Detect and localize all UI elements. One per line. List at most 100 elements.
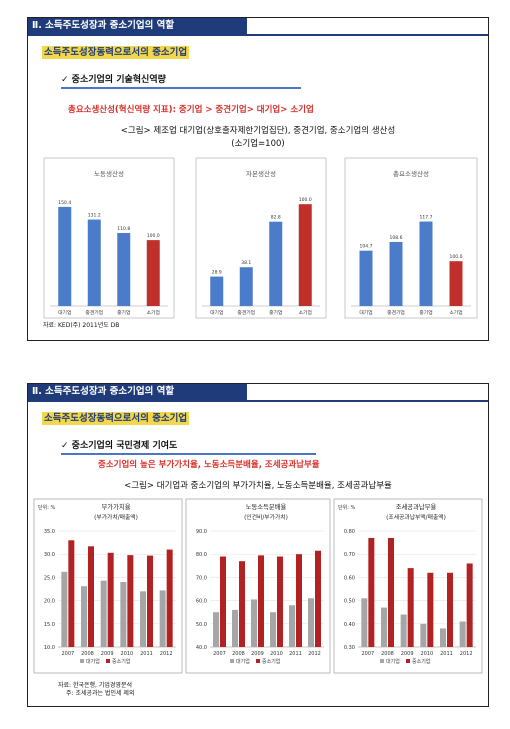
bar (466, 563, 473, 647)
bar (389, 241, 403, 306)
x-tick-label: 2007 (361, 651, 374, 657)
bar (359, 250, 373, 306)
chart-title: 노동생산성 (94, 169, 124, 178)
bar (308, 598, 314, 647)
y-tick-label: 25.0 (44, 575, 55, 581)
x-tick-label: 2010 (420, 651, 433, 657)
x-tick-label: 2012 (308, 651, 321, 657)
legend-label: 중소기업 (262, 658, 280, 665)
bar (251, 599, 257, 647)
bar (315, 550, 321, 647)
x-tick-label: 2007 (213, 651, 226, 657)
tick-label: 대기업 (210, 309, 223, 316)
y-tick-label: 0.60 (344, 575, 355, 581)
source-note-2: 주: 조세공과는 법인세 제외 (66, 690, 135, 697)
tick-label: 소기업 (147, 309, 160, 316)
y-tick-label: 0.70 (344, 552, 355, 558)
x-tick-label: 2007 (61, 651, 74, 657)
bar (420, 623, 427, 647)
productivity-charts: 노동생산성 150.4 대기업 131.2 중견기업 110.8 중기업 100.0 소기업 자본… (43, 157, 478, 319)
x-tick-label: 2009 (251, 651, 264, 657)
legend-swatch (106, 659, 110, 663)
tick-label: 소기업 (449, 309, 462, 316)
subtitle: 소득주도성장동력으로서의 중소기업 (42, 412, 190, 425)
x-tick-label: 2010 (270, 651, 283, 657)
bar (427, 572, 434, 647)
highlight-text: 중소기업의 높은 부가가치율, 노동소득분배율, 조세공과납부율 (98, 460, 320, 470)
chart-subtitle: (인건비/부가가치) (244, 513, 288, 521)
bar (239, 561, 245, 647)
bar (419, 221, 433, 306)
y-tick-label: 60.0 (196, 599, 207, 605)
legend-label: 대기업 (236, 658, 250, 665)
y-tick-label: 35.0 (44, 529, 55, 535)
chart-title: 부가가치율 (102, 502, 131, 511)
bullet-underline (61, 87, 301, 89)
bar (220, 556, 226, 647)
bar (440, 628, 446, 647)
y-tick-label: 50.0 (196, 622, 207, 628)
data-label: 100.0 (450, 254, 463, 260)
chart-subtitle: (조세공과납부액/매출액) (386, 513, 446, 521)
y-tick-label: 40.0 (196, 645, 207, 651)
bar (140, 591, 146, 647)
bar (166, 549, 173, 647)
data-label: 100.0 (147, 233, 160, 239)
bar (127, 555, 134, 647)
y-tick-label: 20.0 (44, 599, 55, 605)
highlight-text: 총요소생산성(혁신역량 지표): 중기업 > 중견기업> 대기업> 소기업 (68, 105, 314, 115)
x-tick-label: 2009 (401, 651, 414, 657)
legend-swatch (406, 659, 410, 663)
bar (61, 571, 68, 647)
legend-label: 대기업 (386, 658, 400, 665)
figure-caption: <그림> 대기업과 중소기업의 부가가치율, 노동소득분배율, 조세공과납부율 (124, 481, 392, 491)
y-tick-label: 10.0 (44, 645, 55, 651)
section-underline (28, 34, 488, 36)
bullet-heading: ✓ 중소기업의 기술혁신역량 (61, 75, 166, 85)
bar (449, 261, 463, 306)
y-tick-label: 90.0 (196, 529, 207, 535)
x-tick-label: 2012 (460, 651, 473, 657)
bar (289, 605, 295, 647)
bar (210, 276, 224, 306)
x-tick-label: 2011 (289, 651, 302, 657)
tick-label: 중견기업 (85, 309, 103, 316)
y-tick-label: 0.30 (344, 645, 355, 651)
bar (296, 554, 302, 647)
chart-title: 노동소득분배율 (246, 502, 287, 511)
bullet-heading: ✓ 중소기업의 국민경제 기여도 (61, 441, 178, 451)
bar (270, 612, 276, 647)
data-label: 38.1 (241, 260, 251, 266)
tick-label: 중기업 (269, 309, 282, 316)
bar (447, 572, 453, 647)
figure-caption-note: (소기업=100) (231, 139, 285, 149)
data-label: 150.4 (58, 200, 71, 206)
tick-label: 소기업 (299, 309, 312, 316)
bar (298, 204, 312, 306)
bar (147, 555, 153, 647)
x-tick-label: 2010 (120, 651, 133, 657)
data-label: 117.7 (420, 215, 433, 221)
data-label: 104.7 (360, 244, 373, 250)
data-label: 100.0 (299, 197, 312, 203)
source-note: 자료: 한국은행, 기업경영분석 (58, 682, 132, 689)
section-title-bar: Ⅱ. 소득주도성장과 중소기업의 역할 (28, 384, 247, 400)
section-underline (28, 400, 488, 402)
bar (361, 598, 368, 647)
bar (277, 556, 283, 647)
x-tick-label: 2008 (232, 651, 245, 657)
source-note: 자료: KED(주) 2011년도 DB (43, 322, 120, 329)
x-tick-label: 2009 (101, 651, 114, 657)
chart-title: 자본생산성 (246, 169, 276, 178)
slide-productivity: Ⅱ. 소득주도성장과 중소기업의 역할 소득주도성장동력으로서의 중소기업 ✓ … (27, 17, 489, 341)
legend-swatch (230, 659, 234, 663)
bar (87, 219, 101, 306)
data-label: 108.6 (390, 235, 403, 241)
bar (400, 614, 407, 647)
unit-label: 단위: % (338, 504, 355, 511)
x-tick-label: 2008 (81, 651, 94, 657)
y-tick-label: 0.40 (344, 622, 355, 628)
bar (459, 621, 466, 647)
x-tick-label: 2012 (160, 651, 173, 657)
section-title-bar: Ⅱ. 소득주도성장과 중소기업의 역할 (28, 18, 247, 34)
